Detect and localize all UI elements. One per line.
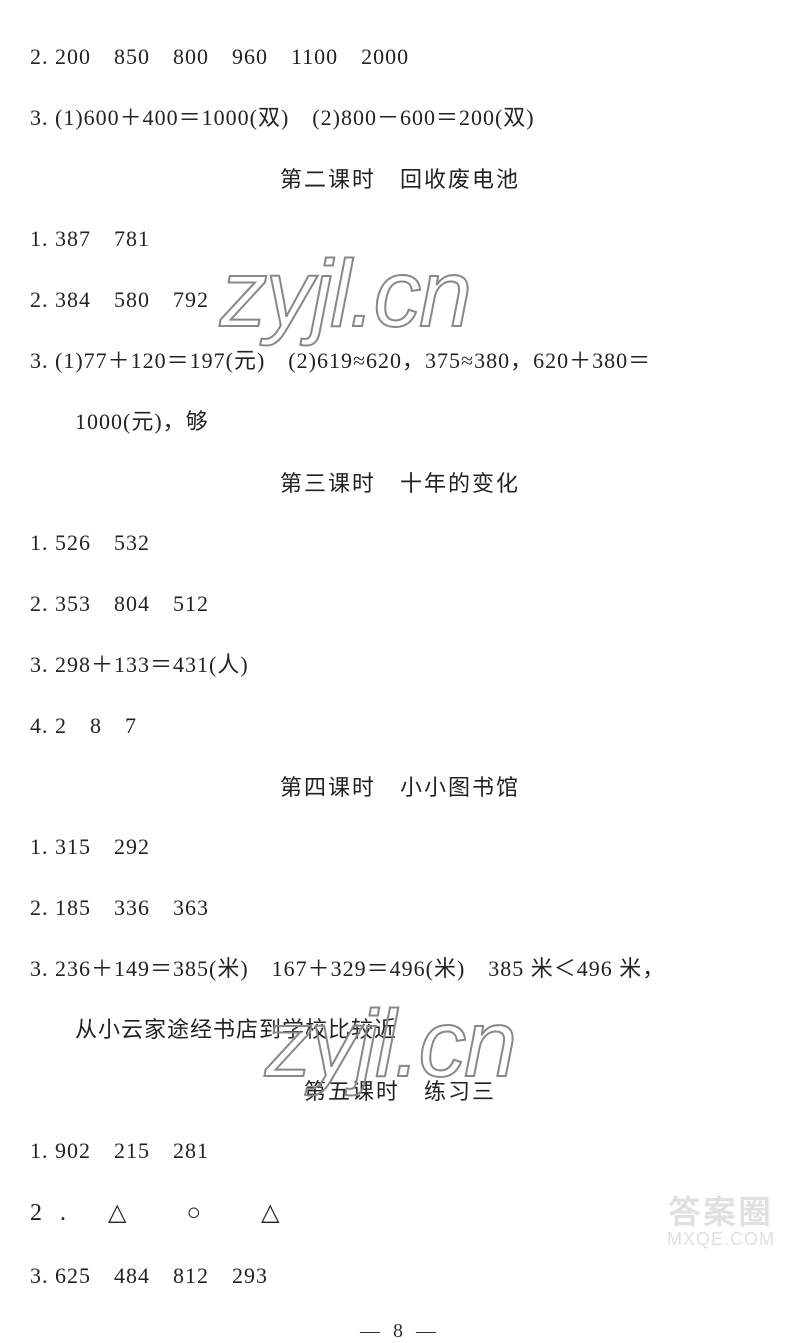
footer-watermark-url: MXQE.COM bbox=[667, 1230, 775, 1250]
answer-line: 2. 200 850 800 960 1100 2000 bbox=[30, 40, 770, 73]
section-title: 第三课时 十年的变化 bbox=[30, 466, 770, 498]
answer-line-symbols: 2. △ ○ △ bbox=[30, 1195, 770, 1231]
answer-line: 1. 387 781 bbox=[30, 222, 770, 255]
answer-line-continued: 1000(元)，够 bbox=[30, 405, 770, 438]
answer-line: 2. 384 580 792 bbox=[30, 283, 770, 316]
section-title: 第四课时 小小图书馆 bbox=[30, 770, 770, 802]
answer-line: 1. 315 292 bbox=[30, 830, 770, 863]
answer-line: 3. 298＋133＝431(人) bbox=[30, 648, 770, 681]
footer-watermark-cn: 答案圈 bbox=[667, 1195, 775, 1230]
footer-watermark: 答案圈 MXQE.COM bbox=[667, 1195, 775, 1250]
answer-line: 4. 2 8 7 bbox=[30, 709, 770, 742]
answer-line: 1. 902 215 281 bbox=[30, 1134, 770, 1167]
answer-line: 3. 625 484 812 293 bbox=[30, 1259, 770, 1292]
answer-line: 3. (1)77＋120＝197(元) (2)619≈620，375≈380，6… bbox=[30, 344, 770, 377]
answer-line: 3. 236＋149＝385(米) 167＋329＝496(米) 385 米＜4… bbox=[30, 952, 770, 985]
page-number: — 8 — bbox=[30, 1320, 770, 1343]
answer-line: 1. 526 532 bbox=[30, 526, 770, 559]
answer-line-continued: 从小云家途经书店到学校比较近 bbox=[30, 1013, 770, 1046]
section-title: 第二课时 回收废电池 bbox=[30, 162, 770, 194]
answer-line: 2. 353 804 512 bbox=[30, 587, 770, 620]
answer-line: 3. (1)600＋400＝1000(双) (2)800－600＝200(双) bbox=[30, 101, 770, 134]
answer-line: 2. 185 336 363 bbox=[30, 891, 770, 924]
section-title: 第五课时 练习三 bbox=[30, 1074, 770, 1106]
